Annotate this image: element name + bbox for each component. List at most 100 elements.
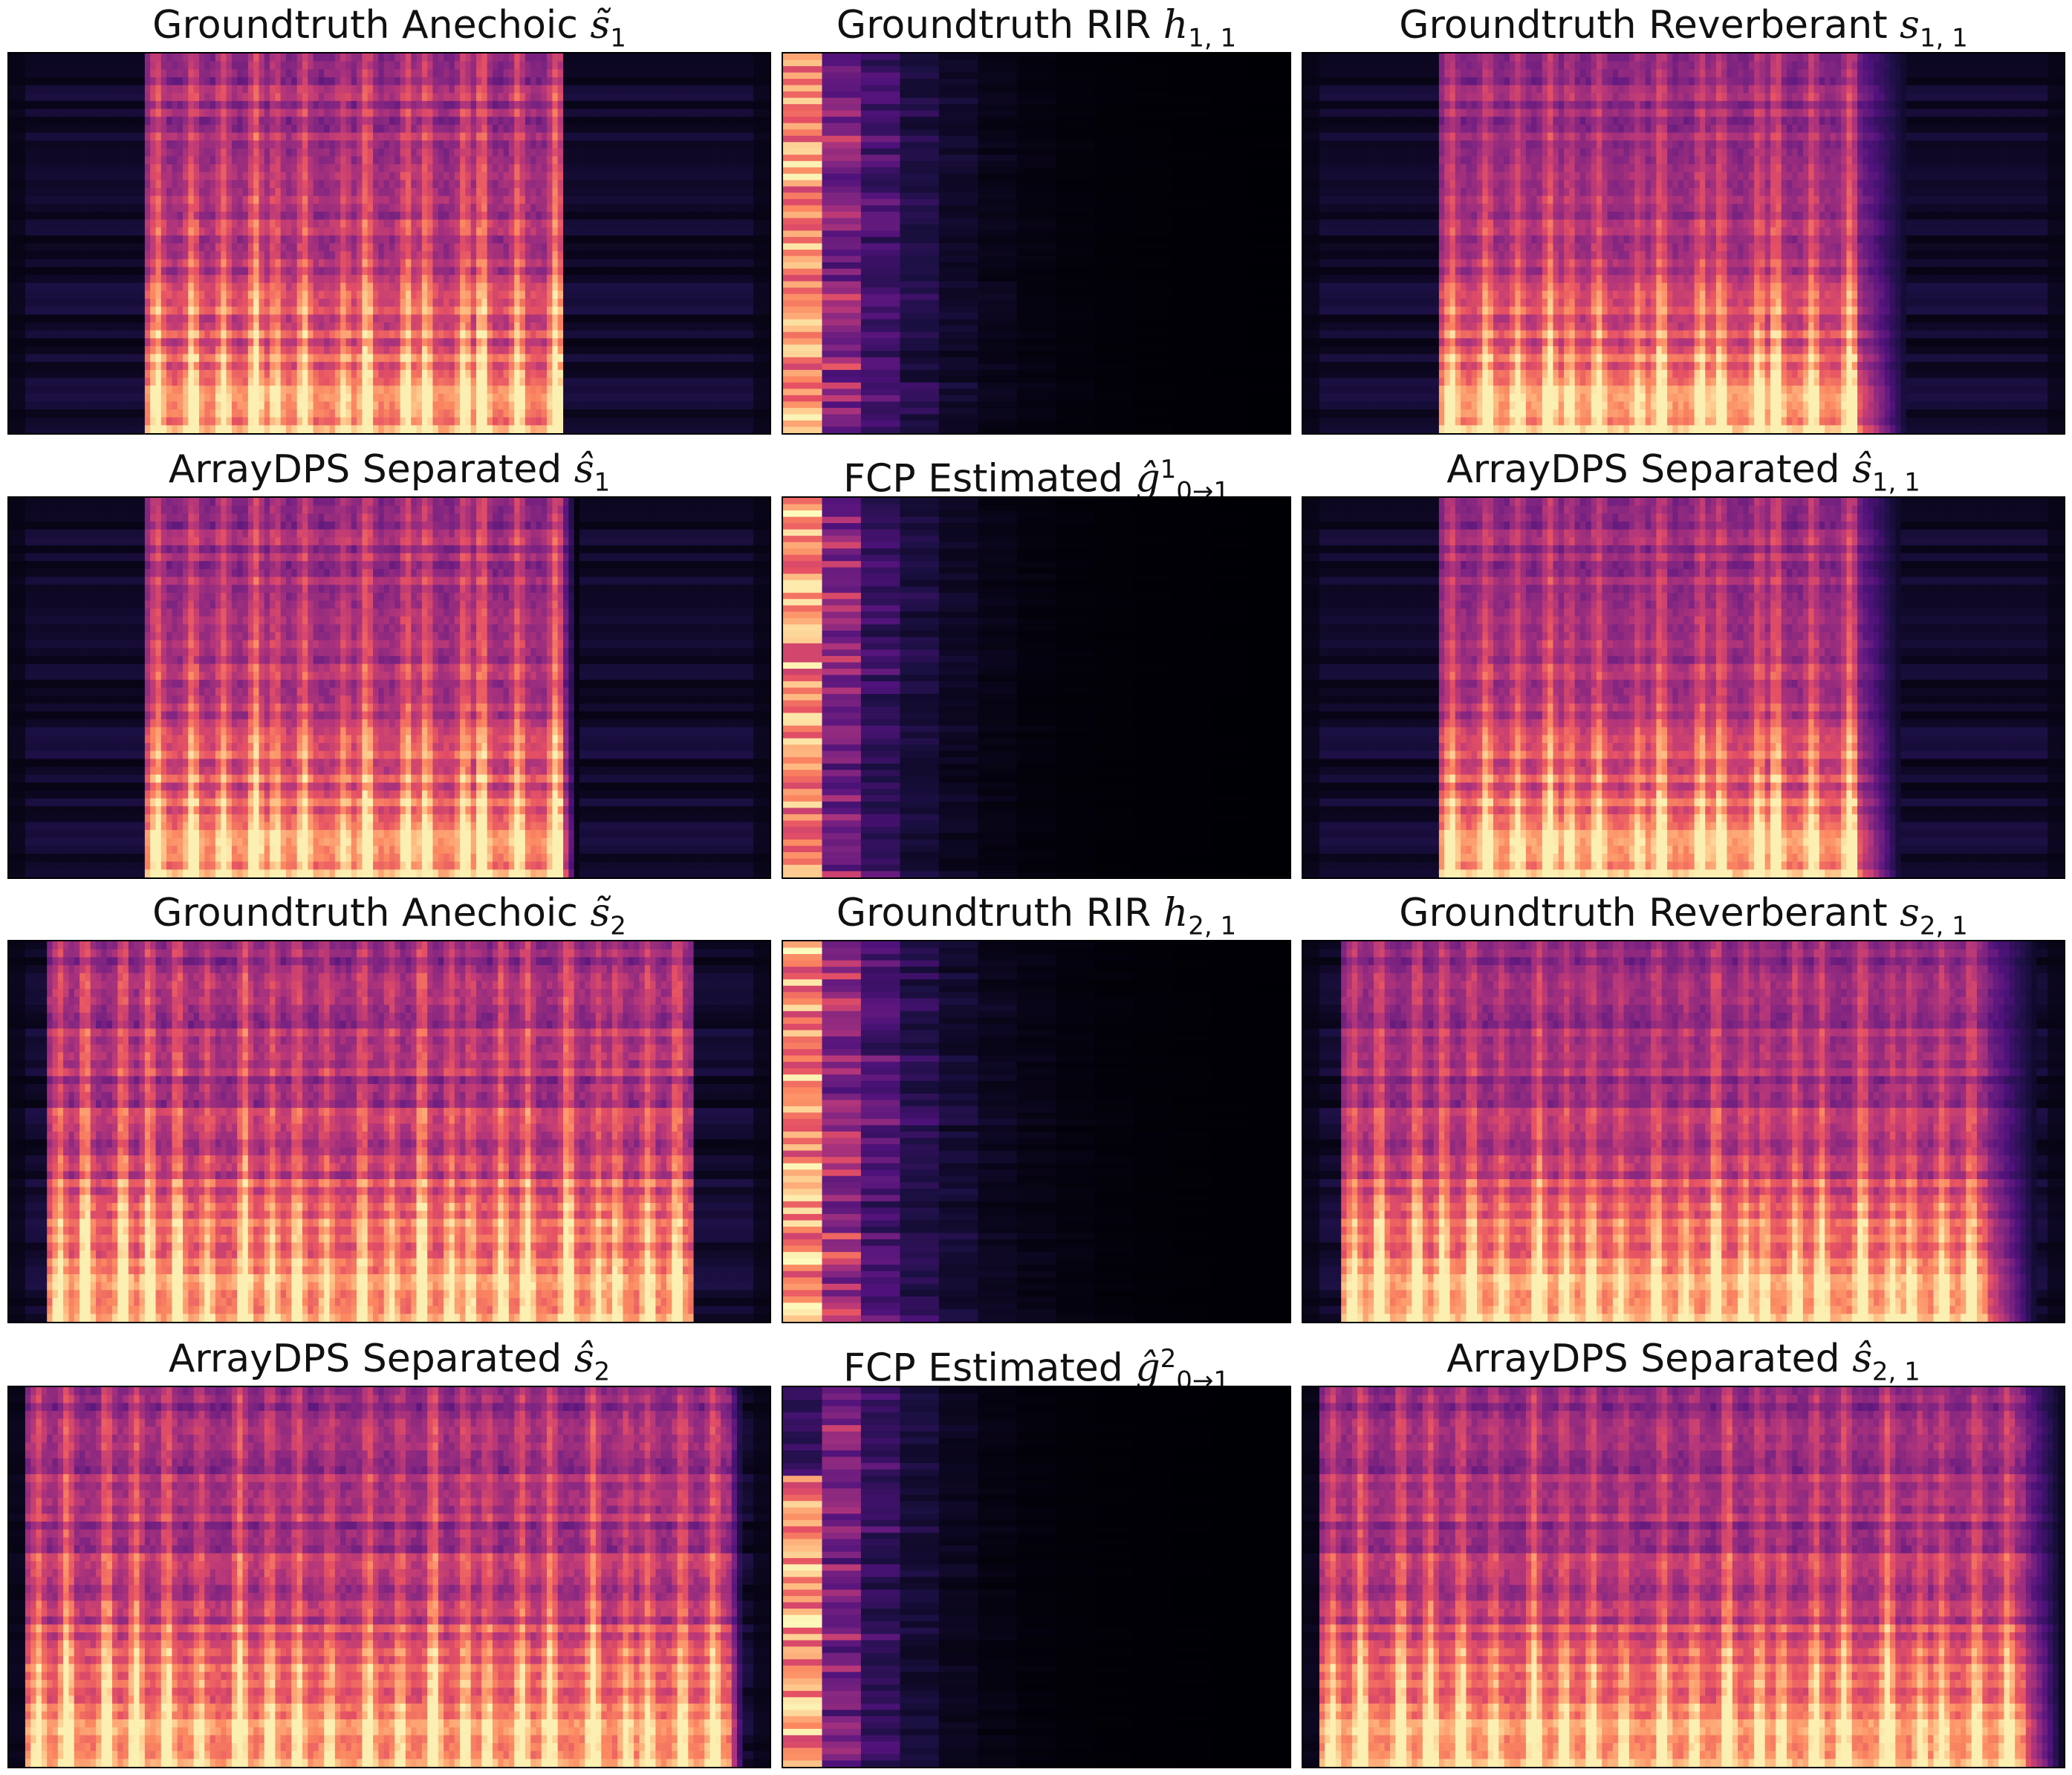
spectrogram-cell	[421, 345, 428, 355]
spectrogram-cell	[68, 282, 75, 291]
spectrogram-cell	[247, 251, 254, 260]
spectrogram-cell	[449, 195, 455, 204]
spectrogram-cell	[128, 124, 134, 134]
spectrogram-cell	[302, 401, 308, 410]
spectrogram-cell	[487, 93, 493, 102]
spectrogram-cell	[36, 425, 42, 433]
spectrogram-cell	[52, 393, 59, 403]
spectrogram-cell	[481, 180, 488, 189]
spectrogram-cell	[373, 425, 379, 433]
spectrogram-cell	[557, 140, 564, 149]
spectrogram-cell	[367, 243, 374, 252]
spectrogram-cell	[74, 417, 80, 426]
spectrogram-cell	[270, 291, 276, 299]
spectrogram-cell	[25, 227, 31, 236]
spectrogram-cell	[253, 243, 259, 252]
spectrogram-cell	[90, 172, 97, 181]
spectrogram-cell	[242, 156, 249, 165]
spectrogram-cell	[177, 386, 184, 395]
spectrogram-cell	[101, 117, 108, 126]
spectrogram-cell	[362, 251, 368, 260]
spectrogram-cell	[357, 204, 363, 212]
spectrogram-cell	[52, 251, 59, 260]
spectrogram-cell	[221, 61, 227, 70]
spectrogram-cell	[264, 140, 270, 149]
spectrogram-cell	[117, 187, 124, 197]
spectrogram-cell	[111, 77, 118, 86]
spectrogram-cell	[421, 77, 428, 86]
spectrogram-cell	[362, 156, 368, 165]
spectrogram-cell	[530, 195, 537, 204]
spectrogram-cell	[438, 204, 444, 212]
spectrogram-cell	[166, 235, 172, 244]
spectrogram-cell	[210, 148, 216, 158]
spectrogram-cell	[231, 417, 238, 426]
spectrogram-cell	[128, 259, 134, 268]
spectrogram-cell	[144, 306, 151, 315]
spectrogram-cell	[383, 354, 390, 363]
spectrogram-cell	[123, 267, 129, 276]
spectrogram-cell	[188, 291, 195, 299]
spectrogram-cell	[286, 322, 292, 331]
spectrogram-cell	[275, 417, 282, 426]
spectrogram-cell	[247, 164, 254, 173]
spectrogram-cell	[563, 204, 569, 212]
spectrogram-cell	[57, 204, 64, 212]
spectrogram-cell	[340, 156, 347, 165]
spectrogram-cell	[57, 345, 64, 355]
spectrogram-cell	[264, 275, 270, 284]
spectrogram-cell	[541, 219, 548, 228]
spectrogram-cell	[438, 275, 444, 284]
spectrogram-cell	[25, 425, 31, 433]
spectrogram-cell	[41, 369, 48, 379]
spectrogram-cell	[221, 338, 227, 347]
spectrogram-cell	[150, 282, 157, 291]
spectrogram-cell	[340, 77, 347, 86]
spectrogram-cell	[498, 275, 504, 284]
spectrogram-cell	[96, 417, 102, 426]
spectrogram-cell	[172, 362, 178, 371]
spectrogram-cell	[63, 85, 69, 94]
spectrogram-cell	[345, 393, 352, 403]
spectrogram-cell	[557, 251, 564, 260]
spectrogram-cell	[308, 259, 314, 268]
spectrogram-cell	[492, 61, 498, 70]
spectrogram-cell	[204, 77, 211, 86]
spectrogram-cell	[259, 362, 265, 371]
spectrogram-cell	[79, 100, 85, 110]
spectrogram-cell	[237, 117, 244, 126]
spectrogram-cell	[470, 259, 477, 268]
spectrogram-cell	[302, 275, 308, 284]
spectrogram-cell	[557, 306, 564, 315]
spectrogram-cell	[30, 172, 37, 181]
spectrogram-cell	[454, 377, 461, 386]
spectrogram-cell	[160, 100, 167, 110]
spectrogram-cell	[30, 77, 37, 86]
spectrogram-cell	[68, 227, 75, 236]
spectrogram-cell	[291, 204, 298, 212]
spectrogram-cell	[503, 409, 510, 418]
spectrogram-cell	[421, 204, 428, 212]
spectrogram-cell	[481, 140, 488, 149]
spectrogram-cell	[313, 85, 319, 94]
spectrogram-cell	[79, 369, 85, 379]
spectrogram-cell	[41, 259, 48, 268]
spectrogram-cell	[498, 282, 504, 291]
spectrogram-cell	[514, 187, 521, 197]
spectrogram-cell	[465, 338, 472, 347]
spectrogram-cell	[68, 132, 75, 141]
spectrogram-cell	[465, 259, 472, 268]
spectrogram-cell	[19, 251, 26, 260]
spectrogram-cell	[286, 267, 292, 276]
spectrogram-cell	[193, 267, 200, 276]
spectrogram-cell	[150, 259, 157, 268]
spectrogram-cell	[90, 164, 97, 173]
spectrogram-cell	[117, 204, 124, 212]
spectrogram-cell	[47, 409, 53, 418]
spectrogram-cell	[351, 354, 357, 363]
spectrogram-cell	[345, 211, 352, 221]
spectrogram-cell	[264, 401, 270, 410]
spectrogram-cell	[247, 156, 254, 165]
spectrogram-cell	[14, 172, 21, 181]
spectrogram-cell	[183, 195, 189, 204]
